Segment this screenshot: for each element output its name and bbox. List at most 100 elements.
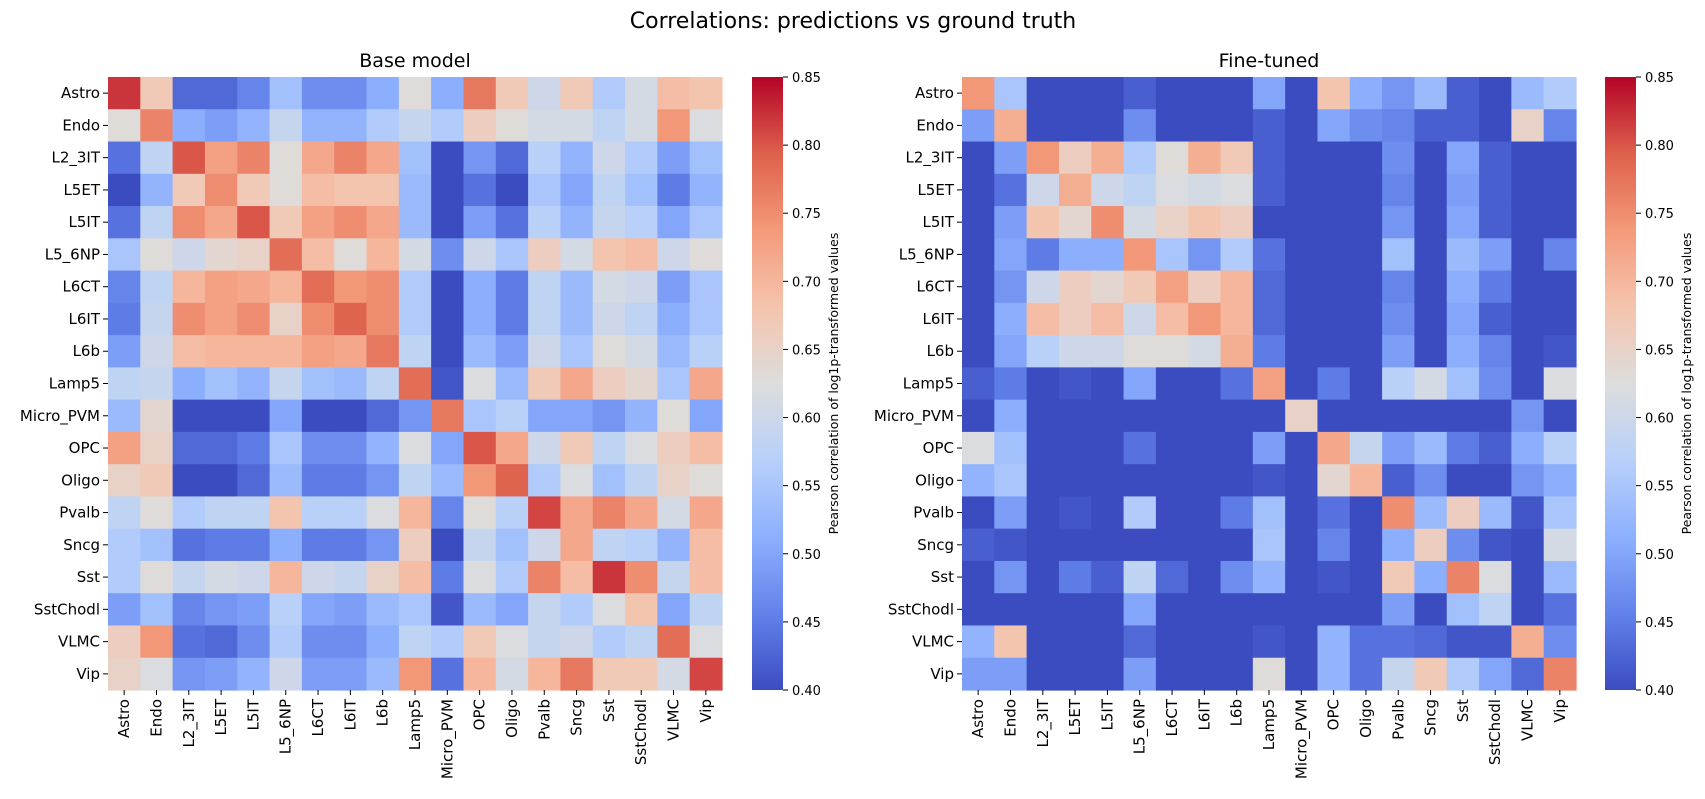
heatmap-cell-L2_3IT-Vip <box>689 141 723 175</box>
heatmap-cell-OPC-L6IT <box>1188 431 1222 465</box>
heatmap-cell-SstChodl-Micro_PVM <box>1285 593 1319 627</box>
heatmap-cell-L6CT-Pvalb <box>528 270 562 304</box>
heatmap-cell-OPC-Oligo <box>495 431 529 465</box>
heatmap-cell-OPC-SstChodl <box>1479 431 1512 465</box>
heatmap-cell-Oligo-Astro <box>108 464 141 498</box>
heatmap-cell-VLMC-Sncg <box>560 625 594 659</box>
heatmap-cell-L6b-Sst <box>592 335 626 368</box>
heatmap-cell-L6CT-SstChodl <box>1479 270 1512 304</box>
heatmap-cell-Endo-VLMC <box>657 109 691 143</box>
x-tick-label: Sst <box>600 699 618 722</box>
heatmap-cell-Vip-L5IT <box>237 657 271 691</box>
colorbar-tick-label: 0.85 <box>792 71 821 86</box>
y-tick-label: Oligo <box>61 471 100 489</box>
heatmap-cell-VLMC-OPC <box>1317 625 1351 659</box>
x-tick-label: Sncg <box>568 699 586 736</box>
heatmap-cell-L5ET-OPC <box>463 173 497 207</box>
heatmap-cell-L6b-Micro_PVM <box>1285 335 1319 368</box>
heatmap-cell-Sncg-L2_3IT <box>1026 528 1060 562</box>
heatmap-cell-Endo-L5ET <box>204 109 238 143</box>
heatmap-cell-Vip-Micro_PVM <box>431 657 465 691</box>
heatmap-cell-Lamp5-L6IT <box>1188 367 1222 401</box>
heatmap-cell-L6IT-L6b <box>366 302 400 336</box>
heatmap-cell-VLMC-L6b <box>1220 625 1254 659</box>
heatmap-cell-SstChodl-L5IT <box>1091 593 1125 627</box>
heatmap-cell-Endo-L6IT <box>334 109 368 143</box>
heatmap-cell-SstChodl-Oligo <box>1349 593 1383 627</box>
heatmap-cell-Pvalb-Sncg <box>560 496 594 530</box>
heatmap-cell-Vip-L5ET <box>204 657 238 691</box>
heatmap-cell-L5_6NP-Micro_PVM <box>1285 238 1319 272</box>
heatmap-cell-L6b-Vip <box>1543 335 1577 368</box>
heatmap-cell-L5ET-L5IT <box>1091 173 1125 207</box>
heatmap-cell-L2_3IT-L6CT <box>1155 141 1189 175</box>
heatmap-cell-Pvalb-L5IT <box>237 496 271 530</box>
heatmap-cell-Lamp5-Lamp5 <box>1252 367 1286 401</box>
heatmap-cell-L6IT-L6CT <box>301 302 335 336</box>
heatmap-cell-Pvalb-VLMC <box>1511 496 1545 530</box>
heatmap-cell-L6CT-L6b <box>1220 270 1254 304</box>
heatmap-cell-Oligo-Sncg <box>560 464 594 498</box>
y-tick-label: L6CT <box>62 278 100 296</box>
heatmap-cell-Lamp5-Sst <box>592 367 626 401</box>
colorbar-tick-label: 0.55 <box>1645 480 1674 495</box>
heatmap-cell-L2_3IT-SstChodl <box>1479 141 1512 175</box>
heatmap-title: Fine-tuned <box>1219 50 1320 72</box>
y-tick-label: Pvalb <box>59 504 100 522</box>
colorbar <box>752 77 783 690</box>
colorbar-tick-label: 0.40 <box>792 684 821 699</box>
heatmap-cell-Endo-Lamp5 <box>1252 109 1286 143</box>
heatmap-cell-L5IT-Sst <box>1446 206 1480 239</box>
heatmap-cell-Micro_PVM-Sncg <box>1414 399 1448 433</box>
heatmap-cell-L6CT-Lamp5 <box>398 270 432 304</box>
heatmap-cell-Vip-Pvalb <box>1382 657 1416 691</box>
heatmap-cell-Astro-Sst <box>592 77 626 110</box>
heatmap-cell-L2_3IT-Sncg <box>1414 141 1448 175</box>
heatmap-cell-OPC-L5ET <box>204 431 238 465</box>
heatmap-cell-Sncg-Pvalb <box>1382 528 1416 562</box>
heatmap-cell-L2_3IT-VLMC <box>1511 141 1545 175</box>
heatmap-cell-Sst-Vip <box>1543 560 1577 594</box>
heatmap-cell-Astro-Micro_PVM <box>1285 77 1319 110</box>
y-tick-label: L2_3IT <box>905 149 954 168</box>
heatmap-cell-VLMC-L5ET <box>1058 625 1092 659</box>
heatmap-cell-Endo-OPC <box>1317 109 1351 143</box>
heatmap-cell-Vip-OPC <box>463 657 497 691</box>
heatmap-cell-Lamp5-Pvalb <box>1382 367 1416 401</box>
heatmap-cell-Oligo-L5_6NP <box>1123 464 1157 498</box>
heatmap-cell-L6IT-Sncg <box>560 302 594 336</box>
heatmap-cell-SstChodl-Oligo <box>495 593 529 627</box>
heatmap-cell-L6CT-L2_3IT <box>1026 270 1060 304</box>
heatmap-cell-L6b-L5_6NP <box>1123 335 1157 368</box>
heatmap-cell-L2_3IT-VLMC <box>657 141 691 175</box>
heatmap-cell-Astro-Astro <box>962 77 995 110</box>
heatmap-cell-VLMC-L6IT <box>334 625 368 659</box>
heatmap-cell-Pvalb-L6CT <box>1155 496 1189 530</box>
heatmap-cell-L6CT-Sst <box>592 270 626 304</box>
y-tick-label: L5IT <box>69 213 101 231</box>
heatmap-cell-SstChodl-Lamp5 <box>398 593 432 627</box>
heatmap-cell-L6b-SstChodl <box>625 335 658 368</box>
heatmap-cell-Micro_PVM-SstChodl <box>1479 399 1512 433</box>
x-tick-label: Vip <box>697 699 715 723</box>
heatmap-cell-OPC-L6CT <box>1155 431 1189 465</box>
heatmap-cell-Vip-Oligo <box>495 657 529 691</box>
heatmap-cell-Sst-L2_3IT <box>1026 560 1060 594</box>
heatmap-cell-Pvalb-L6CT <box>301 496 335 530</box>
heatmap-cell-Micro_PVM-Lamp5 <box>1252 399 1286 433</box>
heatmap-cell-SstChodl-Endo <box>994 593 1028 627</box>
heatmap-cell-Sncg-L5ET <box>1058 528 1092 562</box>
heatmap-cell-L2_3IT-L5_6NP <box>1123 141 1157 175</box>
heatmap-cell-L5ET-Oligo <box>1349 173 1383 207</box>
heatmap-cell-L6b-Sncg <box>1414 335 1448 368</box>
heatmap-cell-Astro-VLMC <box>657 77 691 110</box>
heatmap-cell-L2_3IT-Oligo <box>1349 141 1383 175</box>
heatmap-cell-Endo-Pvalb <box>1382 109 1416 143</box>
y-tick-label: VLMC <box>912 633 954 651</box>
heatmap-cell-L6b-Oligo <box>495 335 529 368</box>
heatmap-cell-VLMC-Oligo <box>1349 625 1383 659</box>
heatmap-cell-L6IT-Micro_PVM <box>431 302 465 336</box>
heatmap-cell-L6IT-L2_3IT <box>172 302 206 336</box>
heatmap-cell-L2_3IT-L6CT <box>301 141 335 175</box>
heatmap-cell-SstChodl-L6CT <box>301 593 335 627</box>
